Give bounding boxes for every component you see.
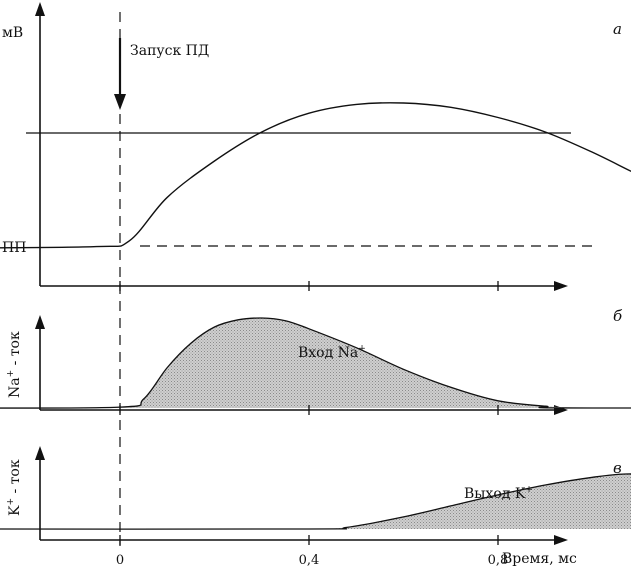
x-axis-ticks: 00,40,81,21,6 — [116, 281, 509, 568]
action-potential-curve — [0, 102, 631, 249]
resting-potential-label: ПП — [2, 240, 26, 256]
x-tick-label: 0 — [116, 553, 124, 568]
na-current-area — [0, 317, 593, 409]
panel-a-y-arrow-icon — [35, 2, 45, 16]
panel-c-y-label: K+ - ток — [6, 459, 23, 516]
panel-b: Вход Na+ Na+ - ток б — [0, 307, 631, 415]
panel-b-y-arrow-icon — [35, 315, 45, 329]
panel-b-x-arrow-icon — [554, 405, 568, 415]
panel-a-x-arrow-icon — [554, 281, 568, 291]
panel-b-y-label: Na+ - ток — [6, 331, 23, 398]
x-axis-label: Время, мс — [502, 551, 577, 567]
x-tick-label: 0,4 — [299, 553, 320, 568]
na-annotation: Вход Na+ — [298, 344, 366, 361]
panel-c: Выход K+ K+ - ток в — [0, 446, 631, 545]
panel-c-x-arrow-icon — [554, 535, 568, 545]
panel-a: мВ ПП Запуск ПД а — [0, 2, 631, 291]
k-current-curve — [0, 473, 631, 530]
panel-c-letter: в — [613, 459, 622, 477]
panel-b-letter: б — [613, 307, 623, 325]
trigger-label: Запуск ПД — [130, 43, 209, 59]
panel-c-y-arrow-icon — [35, 446, 45, 460]
x-tick-label: 0,8 — [488, 553, 509, 568]
panel-a-y-unit: мВ — [2, 25, 23, 41]
k-annotation: Выход K+ — [464, 485, 533, 502]
panel-a-letter: а — [613, 20, 622, 38]
na-current-curve — [0, 317, 631, 409]
